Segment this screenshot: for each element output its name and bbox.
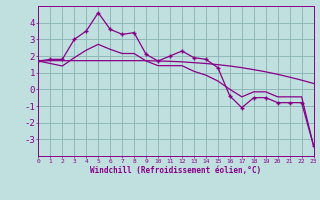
X-axis label: Windchill (Refroidissement éolien,°C): Windchill (Refroidissement éolien,°C) xyxy=(91,166,261,175)
